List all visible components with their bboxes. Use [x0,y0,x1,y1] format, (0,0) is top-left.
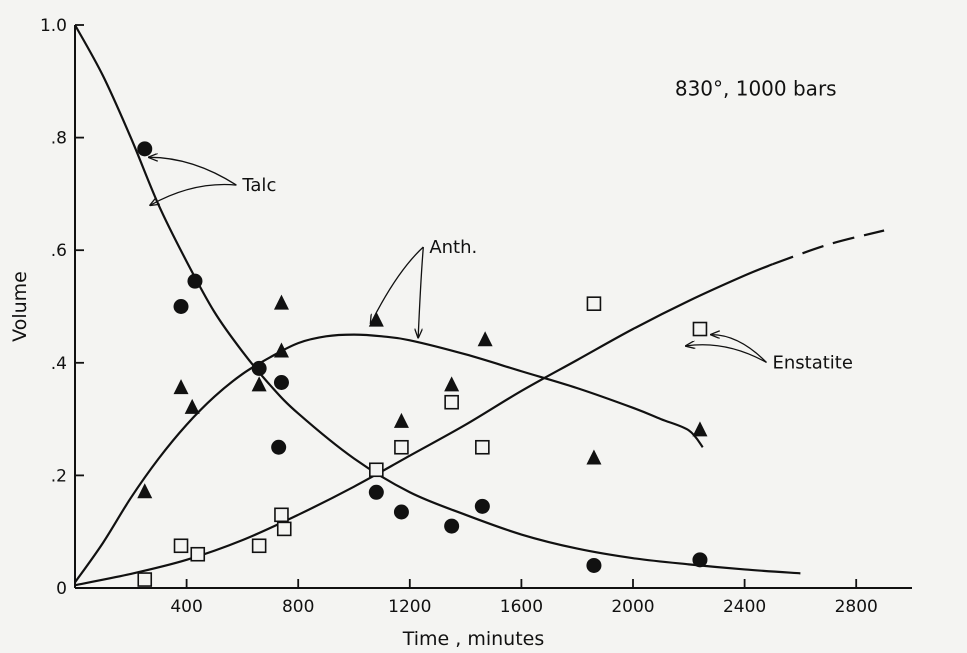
anth-point [184,398,200,414]
anth-point [251,376,267,392]
talc-point [173,299,189,314]
x-axis-label: Time , minutes [402,628,545,650]
x-tick-label: 2800 [835,597,878,617]
talc-point [692,552,708,568]
y-tick-label: 0 [56,579,67,599]
anth-annotation-arrow [418,246,424,337]
enstatite-point [276,521,292,537]
enstatite-annotation-label: Enstatite [773,352,853,373]
enstatite-point [369,462,384,478]
enstatite-point [190,546,206,562]
talc-point [137,141,153,157]
condition-label: 830°, 1000 bars [675,76,837,100]
enstatite-annotation-arrow [686,345,767,363]
anth-point [692,421,708,437]
talc-point [271,439,287,455]
anth-point [173,379,189,395]
anth-point [273,342,289,358]
talc-curve [74,24,801,575]
enstatite-point [394,439,409,455]
talc-point [368,484,384,500]
talc-point [187,273,203,289]
anth-point [393,412,409,428]
y-tick-label: .2 [51,466,67,486]
talc-point [444,518,460,534]
enstatite-point [444,394,459,410]
axes: 400 800 1200 1600 2000 2400 2800 0 .2 .4 .6 .8 1.0 [40,16,912,617]
enstatite-point [475,439,490,455]
y-tick-label: .8 [51,129,67,149]
y-tick-label: .4 [51,354,67,374]
annotations: Talc Anth. Enstatite [149,157,853,373]
enstatite-point [173,538,189,554]
talc-point [273,375,289,391]
enstatite-curve-extrapolated [772,229,885,266]
talc-point [251,360,267,376]
talc-annotation-arrow [150,183,237,206]
anth-annotation-label: Anth. [429,237,477,258]
talc-annotation-arrow [149,157,237,186]
x-tick-label: 1600 [500,597,543,617]
x-tick-label: 800 [282,597,314,617]
anth-annotation-arrow [371,246,424,323]
x-tick-label: 400 [170,597,202,617]
anth-point [586,449,602,465]
talc-point [586,557,602,573]
data-points [137,141,708,587]
y-tick-label: 1.0 [40,16,67,36]
anth-curve [74,333,704,584]
talc-point [474,498,490,514]
x-tick-label: 2400 [723,597,766,617]
talc-annotation-label: Talc [241,175,276,196]
enstatite-point [692,321,708,337]
x-tick-label: 2000 [611,597,654,617]
enstatite-point [137,572,153,587]
anth-point [273,294,289,310]
anth-point [477,331,493,347]
enstatite-point [586,296,602,311]
anth-point [444,376,460,392]
x-tick-label: 1200 [388,597,431,617]
enstatite-point [251,538,267,554]
y-axis-label: Volume [9,271,31,342]
y-tick-label: .6 [51,241,67,261]
anth-point [137,483,153,499]
enstatite-annotation-arrow [711,335,767,363]
enstatite-point [274,507,289,523]
talc-point [393,504,409,520]
